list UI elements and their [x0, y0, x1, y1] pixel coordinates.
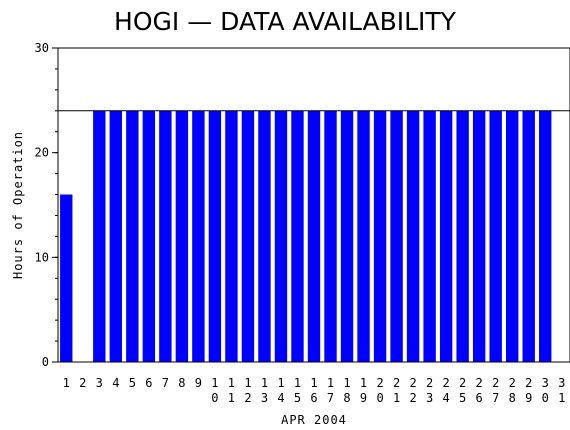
x-axis-label: APR 2004 [281, 413, 347, 427]
x-tick-label: 5 [129, 376, 136, 390]
bar-28 [506, 110, 519, 362]
bar-12 [241, 110, 255, 362]
y-tick-label: 10 [35, 250, 49, 264]
bar-25 [456, 110, 469, 362]
bar-17 [324, 110, 337, 362]
bar-24 [439, 110, 453, 362]
bar-8 [175, 110, 189, 362]
bar-20 [373, 110, 387, 362]
bar-4 [109, 110, 122, 362]
bars-group [60, 110, 552, 362]
bar-23 [423, 110, 436, 362]
x-axis: 1 2 3 4 5 6 7 8 9 1 01 11 21 31 41 51 61 71 81 92 02 12 22 32 42… [63, 376, 566, 405]
bar-16 [307, 110, 321, 362]
x-tick-label: 7 [162, 376, 169, 390]
y-tick-label: 30 [35, 41, 49, 55]
bar-27 [489, 110, 502, 362]
y-tick-label: 20 [35, 146, 49, 160]
y-axis: 0 10 20 30 [35, 41, 58, 369]
x-tick-label: 6 [145, 376, 152, 390]
bar-14 [274, 110, 288, 362]
bar-15 [291, 110, 304, 362]
chart-title: HOGI — DATA AVAILABILITY [114, 7, 457, 36]
bar-26 [472, 110, 486, 362]
x-tick-label: 9 [195, 376, 202, 390]
bar-5 [126, 110, 139, 362]
bar-22 [406, 110, 420, 362]
bar-9 [192, 110, 205, 362]
bar-13 [258, 110, 271, 362]
bar-30 [539, 110, 552, 362]
x-tick-label: 3 [96, 376, 103, 390]
bar-11 [225, 110, 238, 362]
bar-19 [357, 110, 370, 362]
bar-21 [390, 110, 403, 362]
bar-3 [93, 110, 106, 362]
bar-29 [522, 110, 535, 362]
plot-frame [57, 47, 570, 363]
y-axis-label: Hours of Operation [11, 131, 25, 279]
bar-6 [142, 110, 156, 362]
y-tick-label: 0 [42, 355, 49, 369]
bar-18 [340, 110, 354, 362]
x-tick-label: 8 [178, 376, 185, 390]
x-tick-label: 2 [79, 376, 86, 390]
x-tick-label: 4 [112, 376, 119, 390]
bar-7 [159, 110, 172, 362]
bar-10 [208, 110, 222, 362]
bar-1 [60, 194, 73, 362]
x-tick-label: 1 [63, 376, 70, 390]
